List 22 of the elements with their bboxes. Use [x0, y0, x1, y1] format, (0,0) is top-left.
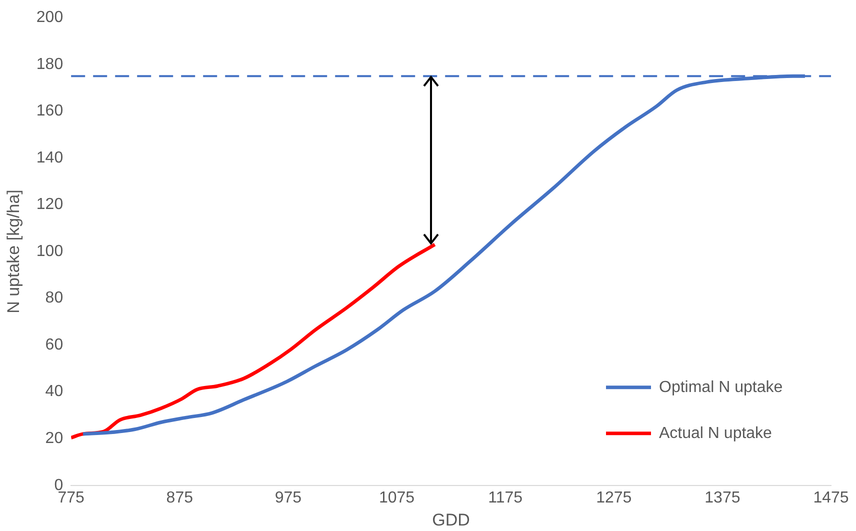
x-tick-label: 1075 [378, 489, 415, 506]
y-tick-label: 140 [36, 149, 64, 166]
y-tick-label: 20 [45, 430, 64, 448]
y-tick-label: 60 [45, 336, 64, 354]
y-tick-label: 160 [36, 102, 64, 120]
y-tick-label: 80 [45, 290, 64, 307]
x-tick-label: 1175 [488, 489, 523, 506]
x-tick-label: 1275 [596, 489, 632, 506]
y-tick-label: 120 [36, 196, 64, 214]
y-tick-label: 200 [36, 9, 64, 26]
legend-label: Optimal N uptake [659, 378, 783, 396]
y-tick-label: 40 [45, 383, 64, 400]
x-axis-title: GDD [432, 510, 470, 530]
line-series [71, 242, 437, 440]
legend-label: Actual N uptake [659, 424, 772, 442]
y-tick-label: 180 [36, 56, 64, 73]
x-tick-label: 975 [274, 489, 302, 506]
x-tick-label: 875 [166, 489, 194, 506]
x-tick-label: 1475 [813, 489, 849, 506]
y-tick-label: 100 [36, 242, 64, 260]
y-axis-title: N uptake [kg/ha] [4, 190, 23, 314]
x-tick-label: 1375 [704, 489, 740, 506]
